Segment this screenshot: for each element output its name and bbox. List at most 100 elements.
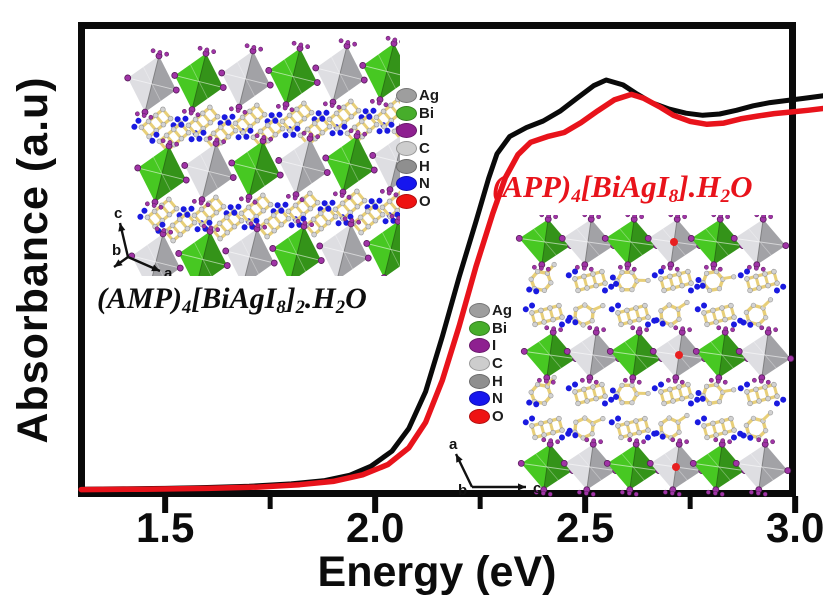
- atom-swatch-icon: [469, 373, 490, 389]
- legend-label: O: [419, 192, 431, 210]
- legend-label: Ag: [492, 302, 512, 320]
- organic-molecule: [651, 381, 701, 407]
- octahedron: [363, 213, 400, 276]
- label-segment: 8: [276, 297, 286, 319]
- octahedron: [218, 43, 274, 115]
- absorbance-curve-app: [78, 91, 823, 493]
- legend-right: Ag Bi I C H N O: [469, 302, 512, 425]
- octahedron: [181, 135, 237, 208]
- legend-label: Bi: [419, 104, 434, 122]
- atom-swatch-icon: [396, 158, 417, 174]
- label-segment: O: [345, 282, 367, 315]
- atom-swatch-icon: [396, 123, 417, 139]
- legend-label: C: [492, 355, 503, 373]
- organic-molecule: [694, 415, 744, 441]
- legend-item-C: C: [469, 355, 512, 373]
- octahedron: [316, 216, 372, 276]
- organic-molecule: [522, 302, 572, 328]
- legend-item-C: C: [396, 140, 439, 158]
- y-axis-label: Absorbance (a.u): [9, 76, 57, 444]
- organic-ring-molecule: [609, 269, 651, 293]
- organic-molecule: [651, 268, 701, 294]
- organic-ring-molecule: [653, 412, 690, 441]
- axis-letter: c: [114, 205, 122, 222]
- organic-molecule: [608, 415, 658, 441]
- legend-item-I: I: [396, 122, 439, 140]
- atom-swatch-icon: [469, 356, 490, 372]
- octahedron: [128, 226, 184, 276]
- axis-letter: b: [458, 482, 467, 499]
- label-segment: 4: [571, 186, 581, 208]
- octahedron: [134, 138, 190, 210]
- x-tick-label-2: 2.0: [345, 504, 405, 551]
- octahedron: [517, 437, 577, 497]
- octahedron: [689, 437, 749, 497]
- organic-molecule: [131, 106, 181, 140]
- organic-ring-molecule: [609, 382, 651, 406]
- octahedron: [649, 325, 709, 385]
- axis-letter: a: [449, 436, 458, 453]
- atom-swatch-icon: [469, 338, 490, 354]
- octahedron: [269, 218, 325, 276]
- legend-label: N: [419, 175, 430, 193]
- label-segment: 2: [335, 297, 346, 319]
- label-segment: (AMP): [97, 282, 182, 315]
- app-structure-inset: a b c: [449, 215, 795, 499]
- octahedron: [735, 325, 795, 385]
- plot-frame: [78, 22, 796, 497]
- organic-molecule: [694, 302, 744, 328]
- organic-molecule: [319, 98, 369, 132]
- organic-molecule: [225, 102, 275, 136]
- octahedron: [606, 325, 666, 385]
- label-segment: .H: [304, 282, 336, 315]
- octahedron: [563, 325, 623, 385]
- label-segment: 2: [295, 297, 305, 319]
- legend-label: O: [492, 407, 504, 425]
- label-segment: (APP): [492, 169, 572, 204]
- oxygen-atom: [670, 238, 678, 246]
- legend-item-Ag: Ag: [396, 87, 439, 105]
- organic-ring-molecule: [526, 261, 557, 295]
- x-tick-label-1: 1.5: [135, 504, 195, 551]
- atom-swatch-icon: [396, 141, 417, 157]
- legend-item-N: N: [396, 175, 439, 193]
- organic-molecule: [565, 268, 615, 294]
- organic-molecule: [278, 190, 328, 224]
- label-segment: ]: [285, 282, 296, 315]
- octahedron: [515, 215, 575, 272]
- organic-molecule: [522, 415, 572, 441]
- atom-swatch-icon: [469, 408, 490, 424]
- label-segment: [BiAgI: [191, 282, 277, 315]
- octahedron: [124, 48, 180, 120]
- organic-molecule: [272, 100, 322, 134]
- atom-swatch-icon: [469, 303, 490, 319]
- octahedron: [359, 35, 400, 108]
- legend-item-O: O: [396, 193, 439, 211]
- oxygen-atom: [672, 463, 680, 471]
- organic-ring-molecule: [740, 297, 774, 328]
- organic-ring-molecule: [695, 269, 737, 293]
- organic-molecule: [565, 381, 615, 407]
- label-segment: 8: [668, 186, 679, 208]
- octahedron: [732, 437, 792, 497]
- axis-letter: a: [164, 265, 173, 276]
- legend-label: C: [419, 140, 430, 158]
- legend-item-I: I: [469, 337, 512, 355]
- organic-ring-molecule: [566, 415, 606, 441]
- octahedron: [601, 215, 661, 272]
- legend-item-O: O: [469, 408, 512, 426]
- atom-swatch-icon: [469, 320, 490, 336]
- axis-letter: c: [533, 480, 541, 497]
- organic-ring-molecule: [740, 410, 774, 441]
- label-segment: ].H: [678, 169, 721, 204]
- atom-swatch-icon: [396, 176, 417, 192]
- legend-item-Bi: Bi: [469, 320, 512, 338]
- legend-item-H: H: [469, 372, 512, 390]
- amp-compound-label: (AMP)4[BiAgI8]2.H2O: [97, 282, 367, 319]
- x-tick-label-3: 2.5: [555, 504, 615, 551]
- organic-molecule: [737, 268, 787, 294]
- octahedron: [265, 40, 321, 113]
- legend-left: Ag Bi I C H N O: [396, 87, 439, 210]
